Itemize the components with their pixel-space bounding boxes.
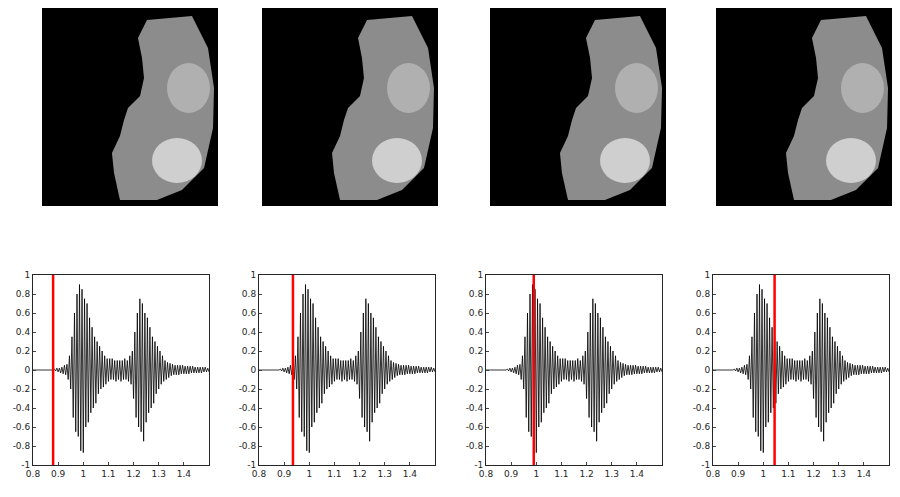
svg-text:0.4: 0.4 [696, 327, 711, 337]
svg-text:0.8: 0.8 [696, 289, 711, 299]
svg-text:0: 0 [477, 365, 483, 375]
svg-text:-1: -1 [247, 460, 256, 470]
svg-text:0.9: 0.9 [731, 469, 746, 479]
svg-text:1.3: 1.3 [605, 469, 619, 479]
svg-text:-0.2: -0.2 [693, 384, 711, 394]
svg-text:0: 0 [24, 365, 30, 375]
svg-text:0.9: 0.9 [504, 469, 519, 479]
svg-text:0.8: 0.8 [26, 469, 41, 479]
svg-text:1: 1 [306, 469, 312, 479]
svg-text:-0.8: -0.8 [239, 441, 257, 451]
svg-text:1: 1 [24, 270, 30, 280]
svg-text:-0.8: -0.8 [13, 441, 31, 451]
svg-text:1.4: 1.4 [177, 469, 192, 479]
svg-text:1: 1 [760, 469, 766, 479]
svg-text:-1: -1 [21, 460, 30, 470]
svg-text:0.4: 0.4 [16, 327, 31, 337]
svg-text:-0.6: -0.6 [239, 422, 257, 432]
svg-text:0.6: 0.6 [242, 308, 257, 318]
svg-text:0.8: 0.8 [469, 289, 484, 299]
svg-text:0.9: 0.9 [277, 469, 292, 479]
svg-text:0.4: 0.4 [242, 327, 257, 337]
svg-text:0.6: 0.6 [16, 308, 31, 318]
svg-text:0.9: 0.9 [51, 469, 66, 479]
svg-text:0: 0 [250, 365, 256, 375]
svg-text:-0.4: -0.4 [693, 403, 711, 413]
svg-text:1.4: 1.4 [857, 469, 872, 479]
svg-text:1.1: 1.1 [327, 469, 341, 479]
svg-text:-0.8: -0.8 [693, 441, 711, 451]
svg-text:1.1: 1.1 [781, 469, 795, 479]
svg-text:1: 1 [533, 469, 539, 479]
svg-text:0.8: 0.8 [16, 289, 31, 299]
svg-text:-0.8: -0.8 [466, 441, 484, 451]
svg-text:0.2: 0.2 [16, 346, 30, 356]
svg-text:0.4: 0.4 [469, 327, 484, 337]
svg-text:0.8: 0.8 [479, 469, 494, 479]
svg-text:1: 1 [704, 270, 710, 280]
svg-text:0: 0 [704, 365, 710, 375]
svg-text:-0.2: -0.2 [239, 384, 257, 394]
svg-text:1.2: 1.2 [126, 469, 140, 479]
svg-text:-0.2: -0.2 [466, 384, 484, 394]
svg-text:1: 1 [250, 270, 256, 280]
svg-text:1.3: 1.3 [378, 469, 392, 479]
svg-text:1.2: 1.2 [806, 469, 820, 479]
svg-text:-0.6: -0.6 [13, 422, 31, 432]
svg-text:-0.4: -0.4 [239, 403, 257, 413]
svg-text:-0.4: -0.4 [13, 403, 31, 413]
svg-text:-1: -1 [474, 460, 483, 470]
svg-text:1.4: 1.4 [403, 469, 418, 479]
svg-text:1.4: 1.4 [630, 469, 645, 479]
svg-text:1.2: 1.2 [579, 469, 593, 479]
svg-text:1.3: 1.3 [152, 469, 166, 479]
svg-text:1.2: 1.2 [352, 469, 366, 479]
svg-text:-0.4: -0.4 [466, 403, 484, 413]
svg-text:1.3: 1.3 [832, 469, 846, 479]
svg-text:0.6: 0.6 [469, 308, 484, 318]
svg-text:-0.2: -0.2 [13, 384, 31, 394]
svg-text:1.1: 1.1 [101, 469, 115, 479]
svg-text:0.6: 0.6 [696, 308, 711, 318]
svg-text:0.8: 0.8 [706, 469, 721, 479]
svg-text:0.8: 0.8 [252, 469, 267, 479]
svg-text:1.1: 1.1 [554, 469, 568, 479]
svg-text:0.8: 0.8 [242, 289, 257, 299]
svg-text:0.2: 0.2 [242, 346, 256, 356]
svg-text:0.2: 0.2 [696, 346, 710, 356]
svg-text:0.2: 0.2 [469, 346, 483, 356]
svg-text:1: 1 [80, 469, 86, 479]
svg-text:-0.6: -0.6 [693, 422, 711, 432]
svg-text:-1: -1 [701, 460, 710, 470]
svg-text:1: 1 [477, 270, 483, 280]
svg-text:-0.6: -0.6 [466, 422, 484, 432]
